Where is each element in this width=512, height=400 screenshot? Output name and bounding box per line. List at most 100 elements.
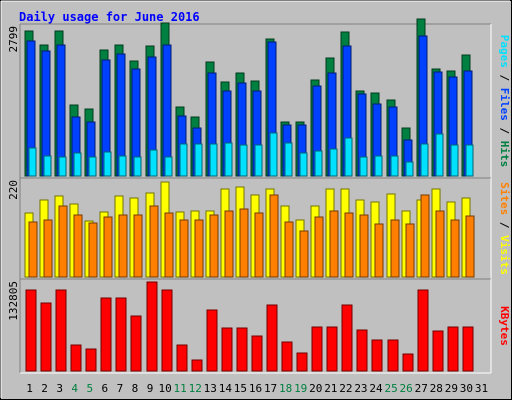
bar-pages-day-16 xyxy=(254,144,263,177)
x-tick-label-29: 29 xyxy=(445,382,458,395)
legend-label-part: / xyxy=(498,68,511,88)
bar-sites-day-5 xyxy=(88,222,98,278)
bar-kbytes-day-16 xyxy=(251,335,263,372)
bar-sites-day-9 xyxy=(149,205,159,278)
bar-sites-day-27 xyxy=(420,194,430,278)
bar-kbytes-day-28 xyxy=(432,330,444,372)
legend-label-part: / xyxy=(498,215,511,235)
bar-sites-day-26 xyxy=(405,223,415,278)
bar-kbytes-day-9 xyxy=(146,281,158,372)
bar-kbytes-day-21 xyxy=(326,326,338,372)
bar-sites-day-24 xyxy=(374,223,384,278)
y-max-label: 132805 xyxy=(7,281,20,321)
bar-pages-day-19 xyxy=(299,152,308,177)
bar-pages-day-30 xyxy=(465,144,474,177)
bar-sites-day-1 xyxy=(28,221,38,278)
bar-sites-day-23 xyxy=(359,214,369,278)
legend-label-part: Pages xyxy=(498,35,511,68)
bar-kbytes-day-2 xyxy=(40,302,52,372)
bar-sites-day-10 xyxy=(164,212,174,278)
bar-kbytes-day-15 xyxy=(236,327,248,372)
x-tick-label-10: 10 xyxy=(158,382,171,395)
x-tick-label-23: 23 xyxy=(354,382,367,395)
bar-kbytes-day-22 xyxy=(341,304,353,372)
bar-kbytes-day-24 xyxy=(371,339,383,372)
bar-pages-day-11 xyxy=(179,143,188,177)
bar-pages-day-20 xyxy=(314,150,323,177)
x-tick-label-31: 31 xyxy=(475,382,488,395)
x-tick-label-18: 18 xyxy=(279,382,292,395)
bar-files-day-3 xyxy=(56,44,66,177)
bar-pages-day-25 xyxy=(390,155,399,177)
bar-sites-day-15 xyxy=(239,208,249,278)
legend-label-part: Hits xyxy=(498,141,511,168)
legend-label-part: Sites xyxy=(498,182,511,215)
bar-pages-day-17 xyxy=(269,132,278,177)
legend-label: Sites / Visits xyxy=(498,182,511,275)
bar-pages-day-26 xyxy=(405,161,414,177)
bar-kbytes-day-10 xyxy=(161,289,173,372)
bar-sites-day-28 xyxy=(435,210,445,278)
bar-pages-day-2 xyxy=(43,155,52,177)
bar-kbytes-day-20 xyxy=(311,326,323,372)
x-tick-label-4: 4 xyxy=(71,382,78,395)
x-tick-label-26: 26 xyxy=(400,382,413,395)
chart-title: Daily usage for June 2016 xyxy=(19,10,200,24)
bar-sites-day-19 xyxy=(299,230,309,278)
y-max-label: 220 xyxy=(7,180,20,200)
bar-kbytes-day-6 xyxy=(100,297,112,372)
bar-sites-day-3 xyxy=(58,205,68,278)
x-tick-label-19: 19 xyxy=(294,382,307,395)
panel-visits-sites: 220 Sites / Visits xyxy=(7,177,511,280)
bar-kbytes-day-19 xyxy=(296,352,308,372)
bar-kbytes-day-25 xyxy=(387,339,399,372)
bar-kbytes-day-17 xyxy=(266,304,278,372)
x-tick-label-21: 21 xyxy=(324,382,337,395)
bar-pages-day-9 xyxy=(149,149,158,177)
x-tick-label-9: 9 xyxy=(147,382,154,395)
y-max-label: 2799 xyxy=(7,26,20,53)
bar-pages-day-5 xyxy=(88,156,97,177)
legend-label: Pages / Files / Hits xyxy=(498,35,511,168)
legend-label-part: Files xyxy=(498,88,511,121)
bar-pages-day-28 xyxy=(435,133,444,177)
bar-sites-day-20 xyxy=(314,216,324,278)
bar-kbytes-day-30 xyxy=(462,326,474,372)
bar-pages-day-8 xyxy=(133,156,142,177)
bar-pages-day-15 xyxy=(239,144,248,177)
x-tick-label-11: 11 xyxy=(174,382,187,395)
x-tick-label-25: 25 xyxy=(384,382,397,395)
x-tick-label-6: 6 xyxy=(102,382,109,395)
bar-sites-day-29 xyxy=(450,219,460,278)
bar-sites-day-16 xyxy=(254,212,264,278)
legend-label: KBytes xyxy=(498,306,511,346)
bar-kbytes-day-14 xyxy=(221,327,233,372)
x-tick-label-1: 1 xyxy=(26,382,33,395)
bar-sites-day-25 xyxy=(390,219,400,278)
bar-kbytes-day-5 xyxy=(85,348,97,372)
x-tick-label-7: 7 xyxy=(117,382,124,395)
bar-kbytes-day-8 xyxy=(130,315,142,372)
bar-pages-day-13 xyxy=(209,143,218,177)
bar-pages-day-6 xyxy=(103,151,112,177)
bar-sites-day-7 xyxy=(118,214,128,278)
bar-sites-day-2 xyxy=(43,219,53,278)
bar-pages-day-29 xyxy=(450,144,459,177)
bar-pages-day-22 xyxy=(344,137,353,177)
bar-pages-day-3 xyxy=(58,156,67,177)
bar-pages-day-18 xyxy=(284,142,293,177)
x-tick-label-8: 8 xyxy=(132,382,139,395)
bar-pages-day-21 xyxy=(329,148,338,177)
bar-pages-day-23 xyxy=(359,156,368,177)
bar-kbytes-day-12 xyxy=(191,359,203,372)
bar-sites-day-11 xyxy=(179,219,189,278)
x-tick-label-14: 14 xyxy=(219,382,233,395)
x-tick-label-3: 3 xyxy=(56,382,63,395)
bar-kbytes-day-18 xyxy=(281,341,293,372)
legend-label-part: / xyxy=(498,121,511,141)
bar-kbytes-day-29 xyxy=(447,326,459,372)
bar-sites-day-6 xyxy=(103,216,113,278)
bar-kbytes-day-23 xyxy=(356,329,368,372)
bar-pages-day-24 xyxy=(374,155,383,177)
